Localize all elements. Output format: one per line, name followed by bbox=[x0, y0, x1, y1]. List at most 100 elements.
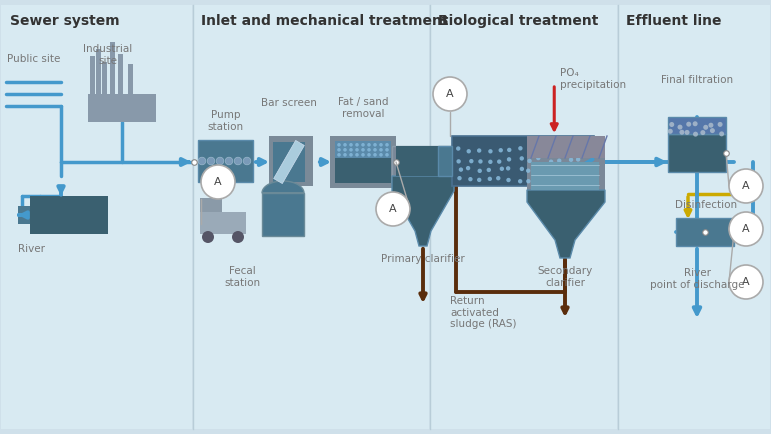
Text: A: A bbox=[742, 277, 750, 287]
Circle shape bbox=[499, 148, 503, 152]
Bar bbox=[110, 42, 115, 94]
Circle shape bbox=[456, 146, 460, 151]
Circle shape bbox=[569, 158, 574, 162]
Circle shape bbox=[718, 122, 722, 127]
Circle shape bbox=[361, 143, 365, 147]
Circle shape bbox=[243, 157, 251, 165]
Circle shape bbox=[700, 130, 705, 135]
Circle shape bbox=[337, 153, 341, 157]
Circle shape bbox=[679, 130, 685, 135]
Circle shape bbox=[337, 143, 341, 147]
Circle shape bbox=[559, 147, 563, 151]
Text: Industrial
site: Industrial site bbox=[83, 44, 133, 66]
Circle shape bbox=[507, 157, 511, 161]
Circle shape bbox=[669, 122, 675, 127]
Circle shape bbox=[576, 169, 581, 174]
Circle shape bbox=[477, 169, 482, 173]
Circle shape bbox=[709, 123, 713, 128]
Text: Effluent line: Effluent line bbox=[626, 14, 722, 28]
Text: Bar screen: Bar screen bbox=[261, 98, 317, 108]
Circle shape bbox=[386, 143, 389, 147]
Text: Fecal
station: Fecal station bbox=[224, 266, 260, 288]
Circle shape bbox=[518, 179, 523, 184]
Circle shape bbox=[685, 130, 689, 135]
Circle shape bbox=[710, 128, 715, 133]
Circle shape bbox=[506, 166, 510, 171]
Circle shape bbox=[547, 149, 551, 154]
Bar bbox=[262, 193, 304, 236]
Circle shape bbox=[343, 143, 347, 147]
Bar bbox=[330, 136, 396, 188]
Text: Biological treatment: Biological treatment bbox=[438, 14, 598, 28]
Circle shape bbox=[488, 149, 493, 154]
Bar bbox=[335, 141, 391, 158]
Bar bbox=[273, 142, 305, 182]
Circle shape bbox=[668, 129, 673, 134]
Bar bbox=[452, 136, 594, 186]
Circle shape bbox=[729, 265, 763, 299]
Bar bbox=[102, 62, 107, 94]
Circle shape bbox=[376, 192, 410, 226]
Circle shape bbox=[549, 160, 554, 164]
Polygon shape bbox=[527, 190, 605, 258]
Bar bbox=[194, 5, 429, 429]
Text: Secondary
clarifier: Secondary clarifier bbox=[537, 266, 593, 288]
Circle shape bbox=[459, 168, 463, 172]
Circle shape bbox=[549, 167, 553, 171]
Circle shape bbox=[201, 165, 235, 199]
Bar bbox=[198, 140, 253, 182]
Text: River
point of discharge: River point of discharge bbox=[650, 268, 744, 289]
Bar bbox=[30, 196, 108, 234]
Bar bbox=[668, 117, 726, 134]
Text: Inlet and mechanical treatment: Inlet and mechanical treatment bbox=[201, 14, 449, 28]
Circle shape bbox=[500, 167, 504, 171]
Circle shape bbox=[692, 121, 698, 126]
Circle shape bbox=[457, 176, 462, 181]
Circle shape bbox=[569, 148, 574, 152]
Circle shape bbox=[693, 132, 698, 137]
Circle shape bbox=[373, 143, 377, 147]
Circle shape bbox=[518, 146, 523, 151]
Circle shape bbox=[678, 125, 682, 130]
Bar bbox=[269, 136, 313, 186]
Polygon shape bbox=[262, 181, 304, 193]
Bar bbox=[200, 198, 222, 212]
Text: PO₄
precipitation: PO₄ precipitation bbox=[561, 68, 626, 89]
Circle shape bbox=[527, 159, 532, 163]
Text: Sewer system: Sewer system bbox=[10, 14, 120, 28]
Circle shape bbox=[497, 159, 501, 164]
Circle shape bbox=[355, 153, 359, 157]
Circle shape bbox=[729, 212, 763, 246]
Circle shape bbox=[526, 168, 530, 173]
Text: Final filtration: Final filtration bbox=[661, 75, 733, 85]
Text: Public site: Public site bbox=[7, 54, 60, 64]
Circle shape bbox=[466, 149, 471, 154]
Circle shape bbox=[232, 231, 244, 243]
Circle shape bbox=[456, 159, 461, 164]
Text: Pump
station: Pump station bbox=[207, 110, 244, 132]
Circle shape bbox=[578, 178, 582, 182]
Bar bbox=[392, 146, 454, 176]
Circle shape bbox=[379, 153, 382, 157]
Text: Fat / sand
removal: Fat / sand removal bbox=[338, 97, 389, 118]
Polygon shape bbox=[392, 176, 454, 246]
Bar bbox=[531, 162, 599, 190]
Circle shape bbox=[729, 169, 763, 203]
Circle shape bbox=[373, 148, 377, 151]
Circle shape bbox=[234, 157, 242, 165]
Circle shape bbox=[355, 148, 359, 151]
Bar bbox=[396, 146, 450, 176]
Circle shape bbox=[198, 157, 206, 165]
Circle shape bbox=[496, 176, 500, 181]
Circle shape bbox=[526, 179, 530, 184]
Circle shape bbox=[539, 149, 544, 153]
Circle shape bbox=[477, 178, 481, 182]
Bar bbox=[1, 5, 192, 429]
Circle shape bbox=[569, 178, 574, 182]
Circle shape bbox=[349, 153, 353, 157]
Circle shape bbox=[386, 148, 389, 151]
Circle shape bbox=[520, 167, 524, 171]
Text: Disinfection: Disinfection bbox=[675, 200, 737, 210]
Circle shape bbox=[367, 153, 371, 157]
Text: A: A bbox=[446, 89, 454, 99]
